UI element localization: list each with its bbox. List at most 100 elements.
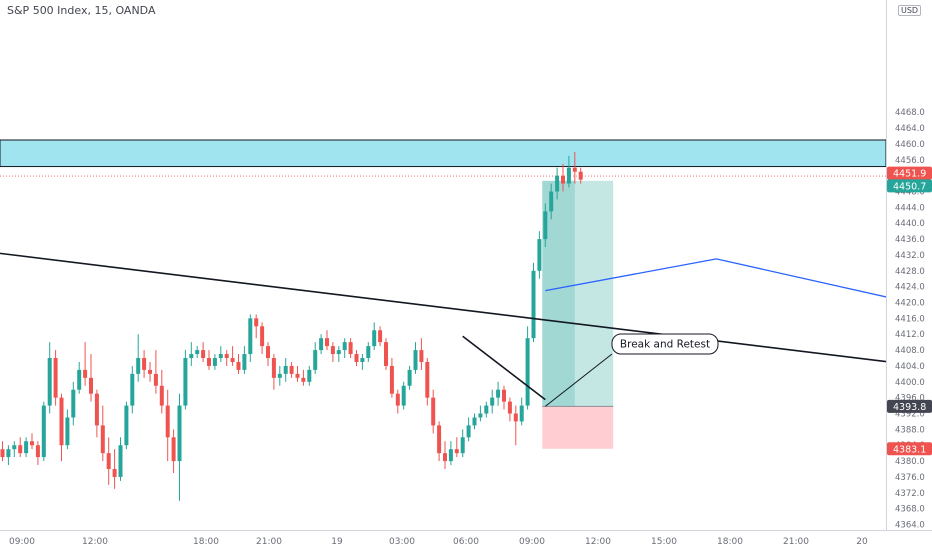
candle-body	[53, 358, 58, 398]
candle-body	[30, 441, 34, 446]
price-tick-label: 4380.0	[895, 457, 925, 467]
candle-body	[207, 358, 211, 366]
price-tick-label: 4412.0	[895, 330, 925, 340]
candle-body	[389, 365, 394, 394]
candle-body	[448, 449, 453, 462]
candle-body	[413, 350, 418, 370]
candle-body	[425, 361, 430, 398]
candle-body	[313, 350, 318, 370]
candle-body	[47, 358, 52, 406]
price-axis-bg	[887, 0, 932, 550]
candle-body	[466, 425, 471, 438]
candle-body	[525, 338, 530, 406]
candle-body	[384, 342, 388, 366]
price-tick-label: 4456.0	[895, 156, 925, 166]
candle-body	[71, 389, 76, 418]
time-axis-bg	[0, 531, 932, 550]
candle-body	[183, 358, 188, 406]
candle-body	[566, 167, 571, 184]
candle-body	[484, 405, 489, 414]
candle-body	[443, 453, 447, 462]
price-tick-label: 4420.0	[895, 299, 925, 309]
candle-body	[41, 405, 46, 458]
candle-body	[142, 358, 147, 370]
price-tick-label: 4416.0	[895, 314, 925, 324]
candle-body	[549, 191, 554, 212]
time-tick-label: 12:00	[82, 537, 108, 547]
price-tick-label: 4436.0	[895, 235, 925, 245]
candle-body	[537, 239, 542, 271]
candle-body	[543, 211, 548, 240]
price-tick-label: 4400.0	[895, 378, 925, 388]
candle-body	[407, 369, 412, 386]
candle-body	[490, 397, 495, 406]
price-tick-label: 4376.0	[895, 473, 925, 483]
price-tag-label: 4383.1	[893, 444, 926, 455]
price-tick-label: 4440.0	[895, 219, 925, 229]
price-tick-label: 4432.0	[895, 251, 925, 261]
candle-body	[224, 354, 229, 359]
candle-body	[507, 401, 512, 414]
chart-title: S&P 500 Index, 15, OANDA	[7, 4, 156, 17]
candle-body	[454, 449, 459, 454]
candle-body	[148, 369, 152, 374]
candle-body	[289, 365, 294, 374]
candle-body	[201, 350, 206, 359]
callout-pointer	[544, 353, 613, 407]
price-tick-label: 4408.0	[895, 346, 925, 356]
time-tick-label: 12:00	[585, 537, 611, 547]
candle-body	[153, 373, 158, 386]
candle-body	[360, 358, 365, 362]
currency-label[interactable]: USD	[898, 5, 922, 16]
candle-body	[112, 469, 117, 477]
candle-body	[65, 417, 70, 446]
price-tick-label: 4424.0	[895, 283, 925, 293]
candle-body	[366, 346, 371, 359]
projection-line	[545, 258, 894, 300]
price-tick-label: 4428.0	[895, 267, 925, 277]
candle-body	[325, 338, 329, 347]
candle-body	[307, 369, 312, 382]
position-target-zone	[542, 180, 614, 407]
candle-body	[6, 449, 11, 458]
price-tag-label: 4450.7	[893, 181, 926, 192]
candle-body	[159, 385, 164, 406]
candle-body	[502, 389, 506, 402]
time-tick-label: 09:00	[519, 537, 545, 547]
price-tag-label: 4451.9	[893, 169, 926, 180]
candle-body	[301, 377, 306, 382]
candle-body	[531, 270, 536, 339]
candle-body	[437, 425, 442, 454]
candle-body	[372, 330, 377, 347]
candle-body	[342, 342, 347, 351]
candle-body	[165, 405, 170, 438]
candle-body	[242, 354, 247, 370]
candle-body	[378, 330, 383, 343]
candle-body	[24, 441, 29, 454]
candle-body	[277, 373, 282, 378]
candle-body	[348, 342, 353, 355]
candle-body	[171, 437, 176, 462]
candle-body	[230, 358, 235, 362]
time-tick-label: 03:00	[389, 537, 415, 547]
candle-body	[283, 365, 288, 374]
price-tick-label: 4364.0	[895, 521, 925, 531]
candle-body	[330, 346, 335, 355]
candle-body	[254, 318, 259, 327]
candle-body	[18, 445, 23, 454]
candle-body	[124, 405, 129, 446]
time-tick-label: 21:00	[783, 537, 809, 547]
candle-body	[401, 385, 406, 406]
candle-body	[59, 397, 64, 446]
price-tick-label: 4372.0	[895, 489, 925, 499]
candle-body	[431, 397, 436, 426]
callout-label: Break and Retest	[620, 339, 710, 351]
candle-body	[478, 413, 483, 418]
price-tag	[887, 166, 932, 180]
candle-body	[336, 350, 341, 355]
candle-body	[94, 393, 99, 426]
short-trendline	[462, 335, 546, 401]
price-tag	[887, 179, 932, 193]
price-tick-label: 4464.0	[895, 124, 925, 134]
